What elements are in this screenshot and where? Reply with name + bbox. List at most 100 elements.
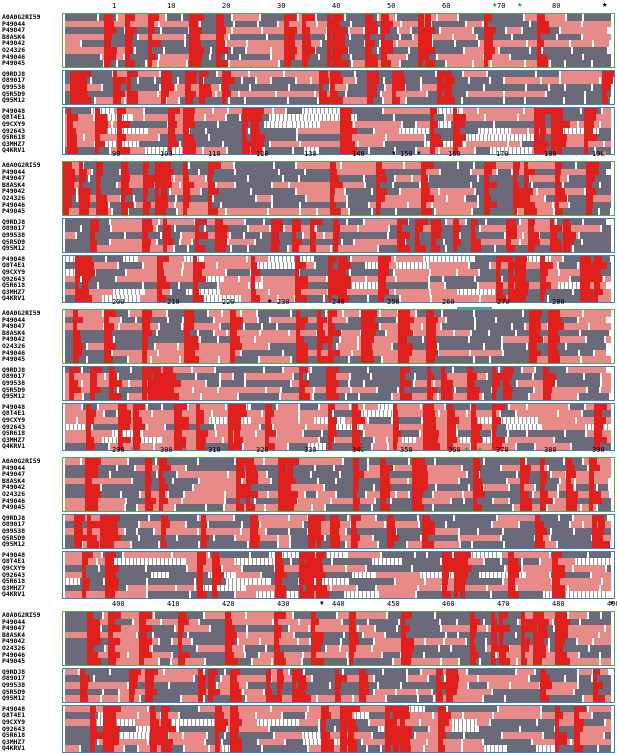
sequence-id: P49045 xyxy=(2,60,26,67)
sequence-id: P49047 xyxy=(2,27,26,34)
sequence-names: Q9RDJ8 O89017 Q99538 Q5R5D9 Q95M12 xyxy=(2,71,60,104)
ruler-tick-label: 490 xyxy=(607,600,617,608)
ruler-tick-label: 40 xyxy=(332,2,341,10)
sequence-id: P49048 xyxy=(2,403,26,411)
sequence-id: B8ASK4 xyxy=(2,329,26,337)
sequence-id: O89017 xyxy=(2,77,26,84)
position-ruler: 400 410 420 430 440 450 460 470 480 490 xyxy=(62,600,617,609)
sequence-id: Q5R5D9 xyxy=(2,688,26,696)
sequence-id: Q92643 xyxy=(2,127,26,135)
sequence-id: Q8T4E1 xyxy=(2,114,26,121)
sequence-id: P49042 xyxy=(2,484,26,491)
sequence-id: Q3MHZ7 xyxy=(2,738,26,746)
sequence-id: P49047 xyxy=(2,625,26,632)
alignment-row xyxy=(63,658,614,665)
sequence-id: Q8T4E1 xyxy=(2,558,26,565)
alignment-row xyxy=(63,140,614,148)
sequence-id: Q9RDJ8 xyxy=(2,514,26,522)
sequence-id: Q9RDJ8 xyxy=(2,70,26,78)
alignment-row xyxy=(63,464,614,472)
triangle-marker-icon: ▼ xyxy=(417,150,421,157)
alignment-row xyxy=(63,443,614,450)
sequence-id: A0A0G2RI59 xyxy=(2,458,41,465)
alignment-row xyxy=(63,238,614,246)
alignment-row xyxy=(63,90,614,98)
alignment-row xyxy=(63,379,614,387)
sequence-id: P49044 xyxy=(2,168,26,176)
alignment-row xyxy=(63,393,614,400)
alignment-group xyxy=(62,254,615,303)
alignment-row xyxy=(63,323,614,330)
sequence-id: Q95M12 xyxy=(2,245,26,252)
alignment-row xyxy=(63,527,614,535)
alignment-row xyxy=(63,20,614,28)
alignment-row xyxy=(63,218,614,226)
sequence-id: Q99538 xyxy=(2,379,26,387)
alignment-group xyxy=(62,457,615,512)
star-marker-icon: ★ xyxy=(517,0,523,10)
alignment-row xyxy=(63,386,614,394)
alignment-row xyxy=(63,60,614,67)
ruler-tick-label: 250 xyxy=(387,298,400,306)
sequence-names: A0A0G2RI59 P49044 P49047 B8ASK4 P49042 O24326… xyxy=(2,310,60,363)
sequence-id: O89017 xyxy=(2,225,26,232)
alignment-row xyxy=(63,282,614,289)
alignment-row xyxy=(63,288,614,296)
alignment-row xyxy=(63,681,614,689)
ruler-tick-label: 270 xyxy=(497,298,510,306)
sequence-names: P49048 Q8T4E1 Q9CXY9 Q92643 Q5R618 Q3MHZ7 Q4KR… xyxy=(2,108,60,154)
alignment-row xyxy=(63,436,614,444)
sequence-id: P49048 xyxy=(2,551,26,559)
triangle-marker-icon: ▼ xyxy=(167,150,171,157)
alignment-row xyxy=(63,578,614,585)
star-marker-icon: ★ xyxy=(360,444,366,454)
sequence-id: Q92643 xyxy=(2,275,26,283)
alignment-group xyxy=(62,667,615,703)
sequence-id: P49044 xyxy=(2,316,26,324)
sequence-id: P49046 xyxy=(2,53,26,61)
triangle-marker-icon: ▼ xyxy=(182,446,186,453)
alignment-row xyxy=(63,514,614,522)
sequence-id: P49042 xyxy=(2,40,26,47)
sequence-names: A0A0G2RI59 P49044 P49047 B8ASK4 P49042 O24326… xyxy=(2,14,60,67)
alignment-row xyxy=(63,504,614,511)
sequence-id: P49045 xyxy=(2,658,26,665)
sequence-id: Q9CXY9 xyxy=(2,120,26,128)
sequence-id: A0A0G2RI59 xyxy=(2,14,41,21)
sequence-id: Q99538 xyxy=(2,231,26,239)
sequence-id: A0A0G2RI59 xyxy=(2,310,41,317)
alignment-row xyxy=(63,97,614,104)
alignment-group xyxy=(62,106,615,155)
alignment-row xyxy=(63,416,614,424)
alignment-row xyxy=(63,268,614,276)
alignment-row xyxy=(63,114,614,121)
ruler-tick-label: 10 xyxy=(167,2,176,10)
sequence-id: A0A0G2RI59 xyxy=(2,162,41,169)
sequence-id: B8ASK4 xyxy=(2,33,26,41)
alignment-row xyxy=(63,688,614,696)
sequence-id: P49045 xyxy=(2,356,26,363)
alignment-group xyxy=(62,309,615,364)
sequence-id: Q5R618 xyxy=(2,578,26,585)
alignment-row xyxy=(63,162,614,169)
sequence-id: B8ASK4 xyxy=(2,181,26,189)
alignment-row xyxy=(63,225,614,232)
sequence-id: Q3MHZ7 xyxy=(2,140,26,148)
sequence-id: Q5R618 xyxy=(2,430,26,437)
sequence-id: P49046 xyxy=(2,497,26,505)
alignment-row xyxy=(63,107,614,115)
sequence-names: A0A0G2RI59 P49044 P49047 B8ASK4 P49042 O24326… xyxy=(2,162,60,215)
alignment-row xyxy=(63,738,614,746)
alignment-row xyxy=(63,551,614,559)
alignment-group xyxy=(62,69,615,105)
sequence-id: P49044 xyxy=(2,20,26,28)
position-ruler: 200 210 220 230 240 250 260 270 280 xyxy=(62,298,617,307)
ruler-tick-label: 60 xyxy=(442,2,451,10)
ruler-tick-label: 100 xyxy=(160,150,173,158)
sequence-id: Q99538 xyxy=(2,527,26,535)
sequence-names: P49048 Q8T4E1 Q9CXY9 Q92643 Q5R618 Q3MHZ7 Q4KR… xyxy=(2,404,60,450)
ruler-tick-label: 50 xyxy=(387,2,396,10)
sequence-id: Q9CXY9 xyxy=(2,268,26,276)
ruler-tick-label: 70 xyxy=(497,2,506,10)
alignment-row xyxy=(63,175,614,182)
